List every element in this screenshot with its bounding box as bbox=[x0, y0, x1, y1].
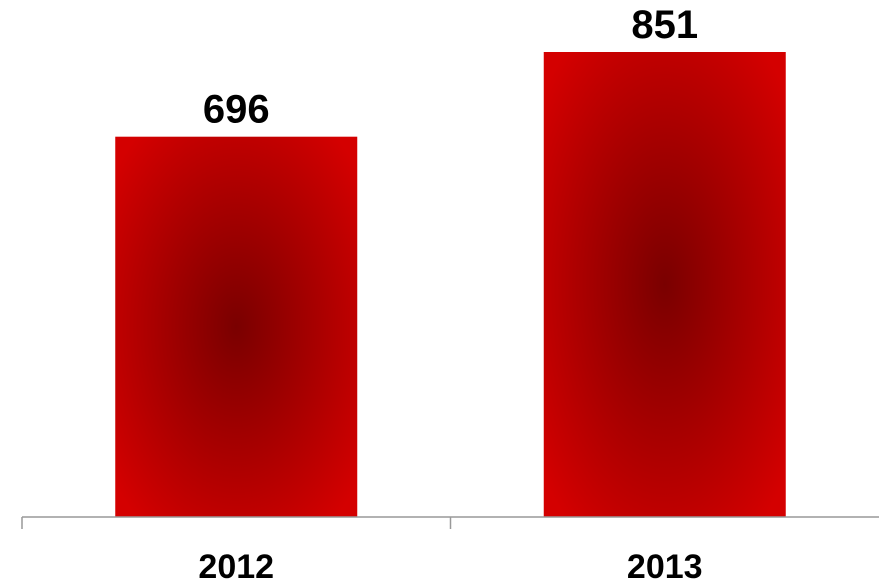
x-tick-label-2012: 2012 bbox=[198, 548, 274, 586]
bar-2013 bbox=[543, 52, 786, 517]
bars-layer bbox=[115, 52, 786, 518]
bar-2012 bbox=[115, 136, 358, 518]
x-axis-ticks bbox=[21, 517, 452, 529]
value-labels-layer: 696 851 bbox=[203, 3, 698, 132]
x-axis-tick-labels: 2012 2013 bbox=[198, 548, 702, 586]
value-label-2012: 696 bbox=[203, 88, 270, 132]
x-tick-label-2013: 2013 bbox=[627, 548, 703, 586]
value-label-2013: 851 bbox=[631, 3, 698, 47]
